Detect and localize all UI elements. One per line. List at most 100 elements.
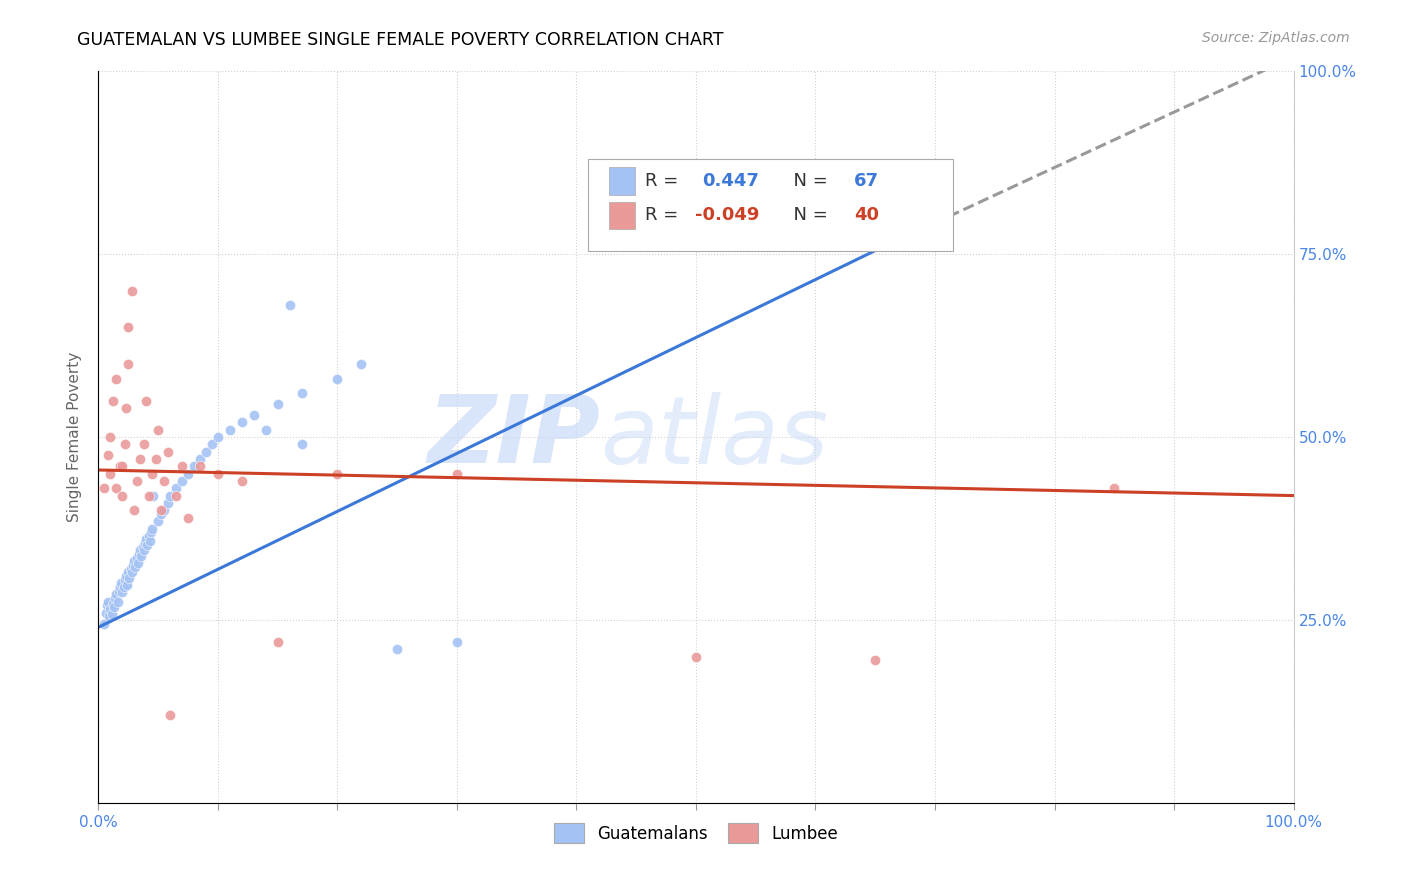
Point [124, 554, 146, 568]
Point [97, 448, 120, 462]
Point [135, 533, 157, 547]
Point [148, 514, 170, 528]
Point [114, 437, 136, 451]
Point [291, 437, 314, 451]
Point [141, 521, 163, 535]
Point [124, 503, 146, 517]
Text: 0.447: 0.447 [702, 172, 759, 190]
Text: N =: N = [782, 172, 834, 190]
Point [132, 543, 155, 558]
Point [291, 386, 314, 401]
Point [153, 474, 176, 488]
Point [111, 459, 134, 474]
Point [122, 558, 145, 573]
Point [219, 423, 242, 437]
FancyBboxPatch shape [609, 167, 636, 195]
Point [153, 503, 176, 517]
Point [117, 566, 139, 580]
Point [172, 474, 194, 488]
Point [96, 599, 118, 613]
Point [127, 556, 149, 570]
Point [145, 452, 167, 467]
Point [326, 371, 349, 385]
Point [97, 594, 120, 608]
Point [131, 549, 153, 563]
Point [865, 653, 887, 667]
Point [149, 507, 172, 521]
Point [243, 408, 266, 422]
Point [128, 547, 150, 561]
FancyBboxPatch shape [589, 159, 953, 251]
Point [188, 452, 211, 467]
Point [121, 284, 143, 298]
Point [136, 538, 159, 552]
Point [385, 642, 409, 657]
Point [165, 489, 187, 503]
Point [350, 357, 373, 371]
Text: N =: N = [782, 206, 834, 225]
Point [148, 423, 170, 437]
Point [172, 459, 194, 474]
Point [125, 550, 148, 565]
Point [1104, 481, 1126, 495]
Text: -0.049: -0.049 [695, 206, 759, 225]
Point [120, 562, 142, 576]
Point [129, 452, 152, 467]
Point [98, 467, 122, 481]
Point [267, 635, 290, 649]
Point [115, 578, 138, 592]
Point [117, 320, 139, 334]
Point [114, 573, 136, 587]
Point [93, 481, 115, 495]
Point [104, 591, 127, 605]
Point [117, 357, 139, 371]
Point [326, 467, 349, 481]
Point [105, 481, 128, 495]
Text: atlas: atlas [600, 392, 828, 483]
FancyBboxPatch shape [609, 202, 636, 229]
Point [100, 607, 122, 621]
Point [177, 510, 200, 524]
Point [118, 570, 141, 584]
Point [129, 543, 152, 558]
Text: ZIP: ZIP [427, 391, 600, 483]
Y-axis label: Single Female Poverty: Single Female Poverty [67, 352, 83, 522]
Point [131, 540, 153, 554]
Point [115, 401, 138, 415]
Point [101, 597, 124, 611]
Point [254, 423, 277, 437]
Point [149, 503, 172, 517]
Point [159, 708, 181, 723]
Point [231, 474, 253, 488]
Text: GUATEMALAN VS LUMBEE SINGLE FEMALE POVERTY CORRELATION CHART: GUATEMALAN VS LUMBEE SINGLE FEMALE POVER… [77, 31, 724, 49]
Point [105, 371, 128, 385]
Text: Source: ZipAtlas.com: Source: ZipAtlas.com [1202, 31, 1350, 45]
Legend: Guatemalans, Lumbee: Guatemalans, Lumbee [547, 817, 845, 849]
Point [132, 437, 155, 451]
Point [135, 393, 157, 408]
Point [134, 536, 156, 550]
Point [183, 459, 205, 474]
Point [278, 298, 301, 312]
Point [195, 444, 218, 458]
Point [446, 635, 468, 649]
Point [98, 602, 122, 616]
Point [98, 609, 121, 624]
Point [156, 444, 179, 458]
Point [138, 489, 160, 503]
Point [188, 459, 211, 474]
Point [165, 481, 187, 495]
Point [98, 430, 122, 444]
Point [101, 393, 124, 408]
Point [139, 533, 162, 548]
Point [685, 649, 707, 664]
Point [207, 430, 229, 444]
Point [108, 580, 131, 594]
Point [125, 474, 148, 488]
Point [177, 467, 200, 481]
Point [142, 489, 165, 503]
Text: 40: 40 [853, 206, 879, 225]
Point [103, 599, 125, 614]
Point [267, 397, 290, 411]
Point [93, 616, 115, 631]
